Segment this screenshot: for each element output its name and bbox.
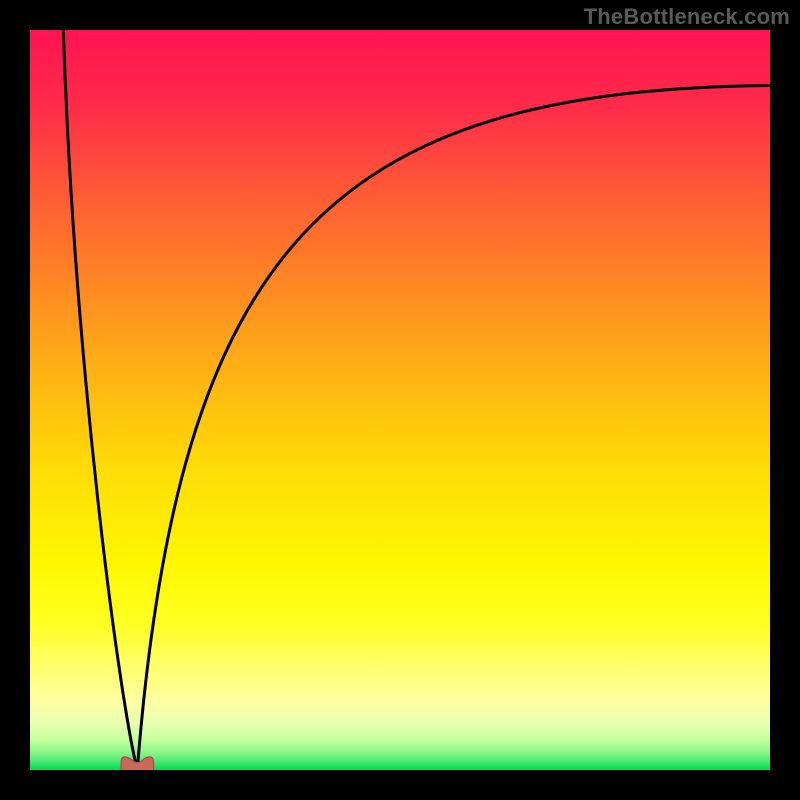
plot-area [30,30,770,770]
gradient-background [30,30,770,770]
chart-svg [30,30,770,770]
figure-container: TheBottleneck.com [0,0,800,800]
watermark-text: TheBottleneck.com [584,4,790,30]
